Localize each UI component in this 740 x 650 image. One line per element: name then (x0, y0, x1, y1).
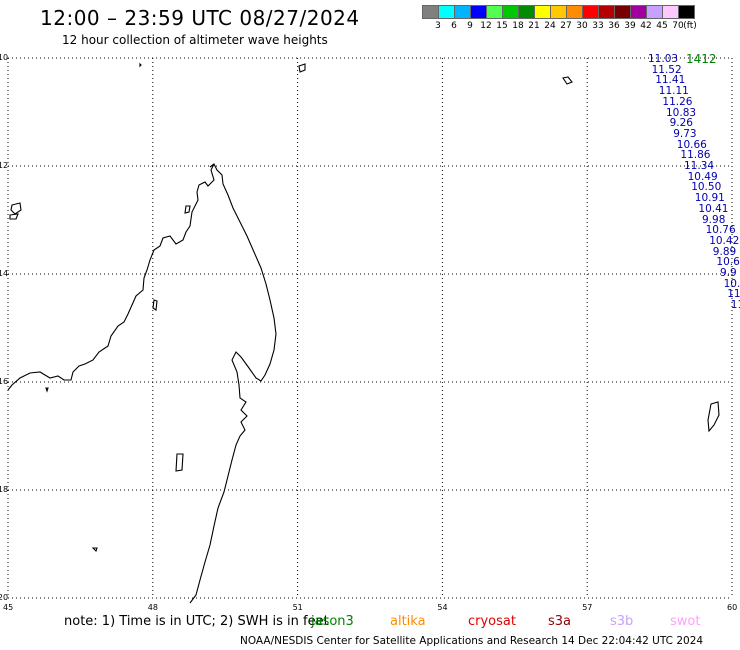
island-juan-de-nova (175, 453, 184, 472)
latitude-label: -18 (0, 485, 9, 494)
swh-value: 10.41 (698, 202, 729, 215)
longitude-label: 51 (292, 603, 303, 612)
swh-value: 11.86 (680, 149, 711, 162)
satellite-legend-item: s3b (610, 614, 634, 629)
longitude-label: 60 (727, 603, 738, 612)
swh-value: 11 (730, 299, 740, 312)
island-small-1 (139, 62, 142, 68)
swh-value: 11.34 (684, 160, 715, 172)
swh-value: 11.26 (662, 95, 693, 108)
swh-value: 11.11 (658, 85, 689, 98)
longitude-label: 54 (437, 603, 448, 612)
swh-value: 10.66 (676, 138, 707, 151)
pass-id-label: 1412 (686, 52, 717, 66)
colorbar-tick-label: 39 (624, 21, 636, 31)
latitude-label: -14 (0, 269, 9, 278)
map-subtitle: 12 hour collection of altimeter wave hei… (62, 33, 328, 47)
swh-value: 11.41 (655, 74, 686, 87)
colorbar-tick-label: 24 (544, 21, 556, 31)
island-mitsio (298, 63, 306, 73)
colorbar-tick-label: 27 (560, 21, 572, 31)
swh-value: 11 (727, 288, 740, 301)
swh-value: 10.76 (705, 224, 736, 237)
satellite-legend-item: swot (670, 614, 701, 629)
swh-value: 11.52 (651, 63, 682, 76)
map-title: 12:00 – 23:59 UTC 08/27/2024 (40, 6, 360, 30)
swh-value: 9.89 (712, 245, 737, 258)
longitude-label: 45 (3, 603, 14, 612)
colorbar-tick-label: 18 (512, 21, 524, 31)
island-small-3 (45, 387, 49, 393)
colorbar-tick-label: 9 (467, 21, 473, 31)
island-mayotte-north (10, 202, 22, 215)
swh-value: 9.9 (720, 267, 737, 279)
island-west-small (9, 213, 19, 220)
colorbar-swatch (678, 5, 695, 19)
latitude-label: -10 (0, 53, 9, 62)
satellite-legend-item: altika (390, 614, 426, 629)
coastline (7, 62, 720, 604)
colorbar-tick-label: 12 (480, 21, 492, 31)
swh-value: 9.98 (702, 213, 726, 226)
island-small-2 (91, 547, 98, 553)
colorbar-tick-label: 21 (528, 21, 540, 31)
island-nosy-be (184, 205, 191, 214)
credit-line: NOAA/NESDIS Center for Satellite Applica… (240, 635, 704, 647)
latitude-label: -20 (0, 593, 9, 602)
swh-value: 10. (723, 277, 740, 290)
swh-value: 10.50 (691, 181, 722, 194)
swh-value: 10.49 (687, 170, 718, 183)
longitude-label: 48 (147, 603, 158, 612)
satellite-legend-item: s3a (548, 614, 572, 629)
colorbar-tick-label: 70 (672, 21, 684, 31)
swh-value: 9.26 (669, 117, 693, 130)
lat-lon-grid (7, 57, 733, 599)
swh-value: 10.83 (666, 106, 697, 119)
madagascar-coast (189, 163, 277, 604)
colorbar-tick-label: 33 (592, 21, 604, 31)
satellite-legend-item: jason3 (311, 614, 354, 629)
island-small-4 (152, 299, 158, 311)
latitude-label: -12 (0, 161, 9, 170)
swh-value: 10.91 (694, 192, 725, 205)
colorbar-tick-label: 15 (496, 21, 508, 31)
colorbar-tick-label: 3 (435, 21, 441, 31)
swh-value: 10.60 (716, 256, 740, 269)
island-tromelin (707, 401, 720, 433)
colorbar-tick-label: 42 (640, 21, 652, 31)
colorbar-tick-label: (ft) (683, 21, 697, 31)
colorbar-tick-label: 30 (576, 21, 588, 31)
madagascar-west-coast (7, 163, 215, 391)
swh-value: 10.42 (709, 234, 740, 247)
wave-height-map (7, 57, 733, 604)
footnote: note: 1) Time is in UTC; 2) SWH is in fe… (64, 614, 329, 629)
island-agalega (562, 76, 573, 85)
swh-value: 9.73 (673, 127, 697, 140)
color-legend (422, 5, 695, 19)
colorbar-tick-label: 45 (656, 21, 668, 31)
satellite-legend-item: cryosat (468, 614, 516, 629)
colorbar-tick-label: 6 (451, 21, 457, 31)
colorbar-tick-label: 36 (608, 21, 620, 31)
longitude-label: 57 (582, 603, 593, 612)
latitude-label: -16 (0, 377, 9, 386)
swh-value: 11.03 (648, 53, 679, 65)
